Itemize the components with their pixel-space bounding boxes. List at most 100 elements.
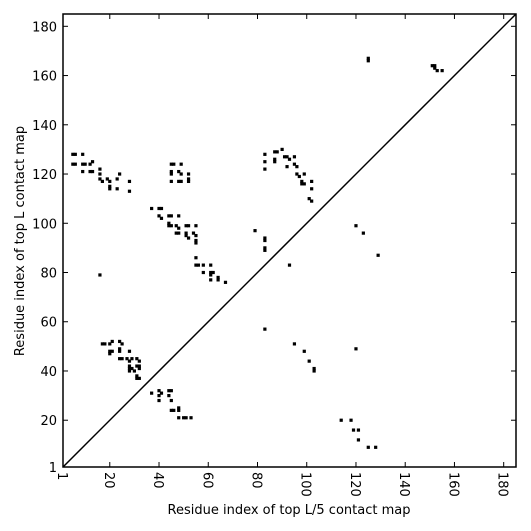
contact-point <box>169 179 173 184</box>
contact-point <box>310 179 314 184</box>
contact-point <box>120 357 124 361</box>
contact-point <box>169 398 173 403</box>
contact-point <box>310 187 314 191</box>
contact-point <box>184 224 188 228</box>
contact-point <box>186 177 191 181</box>
contact-point <box>177 231 181 235</box>
contact-point <box>351 428 356 432</box>
contact-point <box>273 160 277 164</box>
contact-point <box>287 263 292 267</box>
contact-point <box>177 408 181 412</box>
contact-point <box>194 241 198 245</box>
contact-point <box>366 445 370 449</box>
contact-point <box>157 398 161 403</box>
contact-point <box>169 408 173 412</box>
contact-point <box>366 56 370 60</box>
contact-point <box>263 327 267 331</box>
plot-frame <box>62 13 517 468</box>
contact-point <box>253 229 257 233</box>
contact-point <box>120 342 124 346</box>
contact-point <box>186 224 191 228</box>
x-tick-label: 20 <box>101 472 116 489</box>
x-tick-label: 60 <box>199 472 214 489</box>
contact-point <box>312 366 316 371</box>
contact-point <box>376 253 380 257</box>
contact-point <box>172 162 176 166</box>
y-tick-label: 160 <box>32 70 57 85</box>
contact-point <box>273 150 277 154</box>
contact-point <box>433 64 437 68</box>
contact-point <box>209 273 213 277</box>
contact-point <box>433 66 437 70</box>
contact-point <box>157 206 161 211</box>
contact-point <box>297 174 301 179</box>
contact-point <box>100 179 104 184</box>
contact-point <box>108 179 112 184</box>
contact-point <box>263 248 267 252</box>
contact-point <box>130 357 134 361</box>
contact-point <box>179 179 183 184</box>
diagonal <box>62 13 517 468</box>
contact-point <box>169 172 173 176</box>
contact-point <box>194 238 198 243</box>
contact-point <box>211 270 215 275</box>
contact-point <box>135 364 139 368</box>
x-tick-label: 120 <box>347 472 362 497</box>
contact-point <box>186 172 191 176</box>
contact-point <box>167 224 171 228</box>
contact-point <box>312 369 316 373</box>
contact-point <box>100 342 104 346</box>
contact-point <box>184 233 188 238</box>
x-tick-label: 180 <box>495 472 510 497</box>
contact-point <box>339 418 343 422</box>
contact-point <box>127 364 132 368</box>
contact-point <box>310 199 314 203</box>
contact-point <box>292 155 297 159</box>
contact-point <box>159 216 164 220</box>
contact-point <box>179 172 183 176</box>
contact-point <box>184 231 188 235</box>
contact-point <box>287 157 292 161</box>
contact-point <box>103 342 107 346</box>
contact-point <box>374 445 378 449</box>
contact-point <box>159 206 164 211</box>
contact-point <box>172 408 176 412</box>
contact-point <box>135 357 139 361</box>
y-tick-label: 140 <box>32 119 57 134</box>
contact-point <box>194 233 198 238</box>
contact-point <box>184 416 188 420</box>
contact-point <box>71 162 75 166</box>
contact-point <box>194 256 198 260</box>
x-tick-label: 100 <box>298 472 313 497</box>
contact-point <box>349 418 353 422</box>
contact-point <box>263 238 267 243</box>
contact-point <box>302 182 306 186</box>
contact-point <box>194 224 198 228</box>
contact-point <box>157 394 161 398</box>
contact-point <box>167 394 171 398</box>
contact-point <box>216 275 220 280</box>
contact-point <box>179 162 183 166</box>
contact-point <box>302 349 306 353</box>
contact-point <box>186 179 191 184</box>
contact-point <box>108 184 112 188</box>
x-tick-label: 1 <box>54 472 69 480</box>
contact-point <box>135 374 139 378</box>
contact-point <box>282 155 287 159</box>
contact-point <box>115 177 119 181</box>
contact-point <box>108 187 112 191</box>
contact-point <box>177 214 181 218</box>
contact-point <box>285 155 289 159</box>
contact-point <box>127 366 132 371</box>
contact-point <box>263 246 267 250</box>
contact-point <box>137 364 141 368</box>
contact-point <box>169 389 173 393</box>
contact-point <box>196 263 201 267</box>
contact-point <box>263 167 267 171</box>
contact-point <box>167 221 171 225</box>
contact-point <box>88 169 92 174</box>
y-tick-label: 180 <box>32 20 57 35</box>
contact-point <box>98 177 102 181</box>
contact-point <box>118 357 122 361</box>
contact-point <box>115 187 119 191</box>
